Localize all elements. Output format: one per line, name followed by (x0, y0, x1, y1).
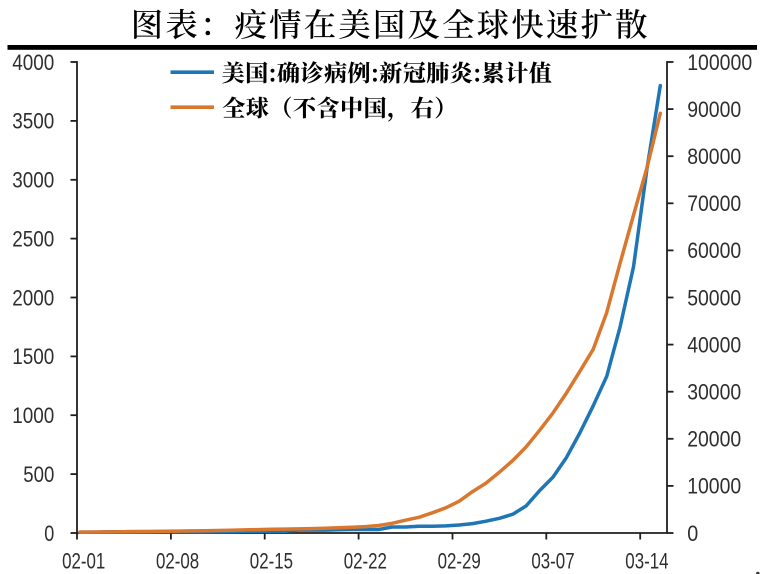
svg-text:3000: 3000 (12, 168, 54, 193)
svg-text:02-08: 02-08 (156, 548, 199, 573)
svg-text:3500: 3500 (12, 109, 54, 134)
svg-text:1000: 1000 (12, 403, 54, 428)
svg-text:90000: 90000 (687, 97, 741, 122)
svg-text:100000: 100000 (687, 50, 752, 75)
svg-text:02-29: 02-29 (438, 548, 481, 573)
svg-text:03-07: 03-07 (531, 548, 574, 573)
svg-text:0: 0 (44, 521, 54, 546)
svg-text:03-14: 03-14 (625, 548, 668, 573)
svg-text:2000: 2000 (12, 285, 54, 310)
svg-text:500: 500 (23, 462, 54, 487)
svg-text:50000: 50000 (687, 285, 741, 310)
svg-text:02-15: 02-15 (250, 548, 293, 573)
svg-text:02-01: 02-01 (62, 548, 105, 573)
svg-text:0: 0 (687, 521, 698, 546)
svg-text:4000: 4000 (12, 50, 54, 75)
svg-text:1500: 1500 (12, 344, 54, 369)
svg-text:2500: 2500 (12, 226, 54, 251)
svg-text:80000: 80000 (687, 144, 741, 169)
svg-text:02-22: 02-22 (344, 548, 387, 573)
svg-text:40000: 40000 (687, 332, 741, 357)
svg-text:70000: 70000 (687, 191, 741, 216)
svg-text:10000: 10000 (687, 474, 741, 499)
svg-text:30000: 30000 (687, 380, 741, 405)
svg-text:20000: 20000 (687, 427, 741, 452)
svg-text:60000: 60000 (687, 238, 741, 263)
